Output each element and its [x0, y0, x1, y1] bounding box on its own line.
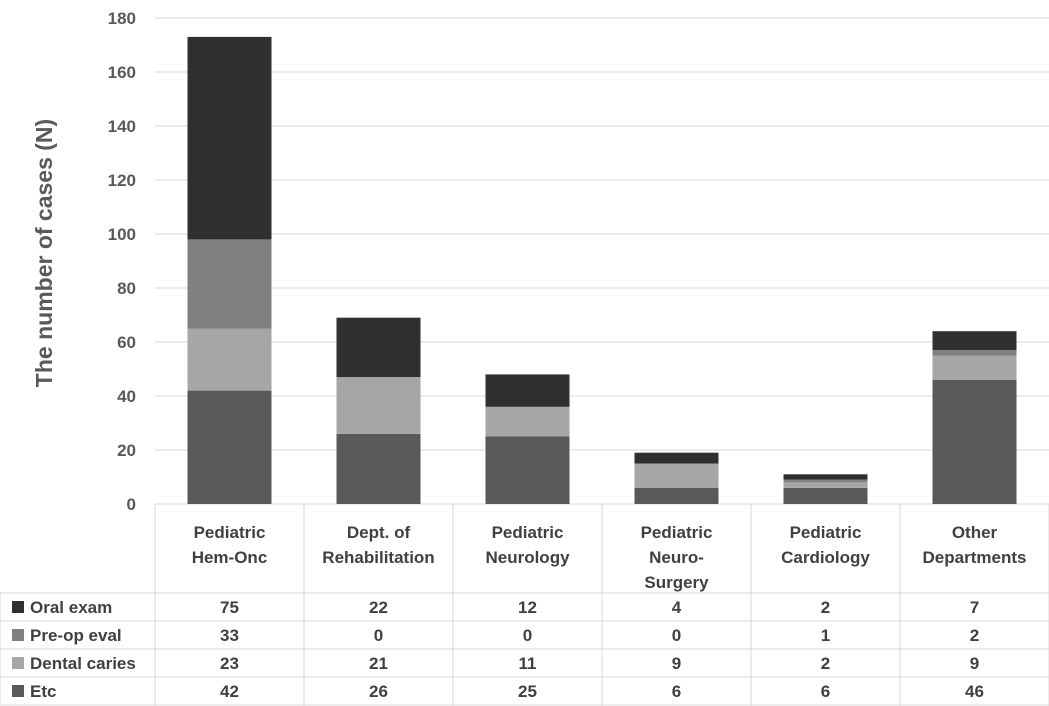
- bar-segment-oral-exam: [634, 452, 719, 464]
- table-row-label: Oral exam: [30, 598, 112, 617]
- legend-key: [12, 657, 24, 669]
- table-cell: 11: [519, 654, 537, 673]
- category-label: Departments: [923, 548, 1027, 567]
- table-cell: 2: [821, 598, 830, 617]
- table-row-label: Pre-op eval: [30, 626, 122, 645]
- table-cell: 46: [965, 682, 984, 701]
- category-label: Pediatric: [641, 523, 713, 542]
- table-cell: 26: [369, 682, 388, 701]
- legend-key: [12, 601, 24, 613]
- table-cell: 1: [821, 626, 830, 645]
- table-cell: 6: [821, 682, 830, 701]
- y-tick-label: 140: [108, 117, 136, 136]
- bar-segment-dental-caries: [187, 328, 272, 391]
- y-tick-label: 20: [117, 441, 136, 460]
- table-cell: 42: [220, 682, 239, 701]
- table-cell: 9: [672, 654, 681, 673]
- category-labels: Pediatric Hem-Onc Dept. of Rehabilitation Pe…: [192, 523, 1027, 592]
- table-cell: 33: [220, 626, 239, 645]
- table-cell: 2: [821, 654, 830, 673]
- category-label: Pediatric: [492, 523, 564, 542]
- bar-segment-dental-caries: [336, 377, 421, 434]
- y-tick-label: 160: [108, 63, 136, 82]
- legend-key: [12, 685, 24, 697]
- bar-segment-dental-caries: [932, 355, 1017, 380]
- category-label: Pediatric: [790, 523, 862, 542]
- bar-segment-oral-exam: [783, 474, 868, 480]
- bar-segment-pre-op-eval: [187, 239, 272, 329]
- category-label: Cardiology: [781, 548, 870, 567]
- bar-segment-pre-op-eval: [932, 350, 1017, 356]
- bar-segment-oral-exam: [485, 374, 570, 407]
- y-tick-label: 40: [117, 387, 136, 406]
- category-label: Dept. of: [347, 523, 411, 542]
- bar-segment-oral-exam: [932, 331, 1017, 351]
- table-cell: 0: [672, 626, 681, 645]
- category-label: Other: [952, 523, 998, 542]
- y-tick-label: 100: [108, 225, 136, 244]
- y-tick-label: 60: [117, 333, 136, 352]
- table-row-label: Etc: [30, 682, 56, 701]
- category-label: Neuro-: [649, 548, 704, 567]
- table-cell: 2: [970, 626, 979, 645]
- gridlines: [154, 17, 1049, 706]
- table-cell: 23: [220, 654, 239, 673]
- table-cell: 9: [970, 654, 979, 673]
- y-tick-label: 120: [108, 171, 136, 190]
- table-cell: 7: [970, 598, 979, 617]
- bar-segment-etc: [783, 487, 868, 504]
- category-label: Pediatric: [194, 523, 266, 542]
- bar-segment-etc: [336, 433, 421, 504]
- table-cell: 75: [220, 598, 239, 617]
- category-label: Rehabilitation: [322, 548, 434, 567]
- bars: [187, 36, 1017, 504]
- y-tick-label: 180: [108, 9, 136, 28]
- bar-segment-oral-exam: [187, 36, 272, 240]
- y-axis-label: The number of cases (N): [31, 119, 57, 387]
- bar-segment-dental-caries: [783, 482, 868, 488]
- table-row-label: Dental caries: [30, 654, 136, 673]
- table-cell: 22: [369, 598, 388, 617]
- category-label: Surgery: [644, 573, 709, 592]
- bar-segment-etc: [634, 487, 719, 504]
- legend-key: [12, 629, 24, 641]
- bar-segment-dental-caries: [634, 463, 719, 488]
- table-cell: 21: [369, 654, 388, 673]
- y-axis: 0 20 40 60 80 100 120 140 160 180: [108, 9, 136, 514]
- table-cell: 4: [672, 598, 682, 617]
- y-tick-label: 0: [127, 495, 136, 514]
- bar-segment-etc: [932, 379, 1017, 504]
- table-cell: 12: [518, 598, 537, 617]
- table-cell: 0: [374, 626, 383, 645]
- bar-segment-etc: [187, 390, 272, 504]
- table-cell: 6: [672, 682, 681, 701]
- y-tick-label: 80: [117, 279, 136, 298]
- category-label: Hem-Onc: [192, 548, 268, 567]
- bar-segment-pre-op-eval: [783, 479, 868, 483]
- bar-segment-dental-caries: [485, 406, 570, 437]
- table-cell: 25: [518, 682, 537, 701]
- category-label: Neurology: [485, 548, 570, 567]
- bar-segment-etc: [485, 436, 570, 504]
- table-cell: 0: [523, 626, 532, 645]
- bar-segment-oral-exam: [336, 317, 421, 378]
